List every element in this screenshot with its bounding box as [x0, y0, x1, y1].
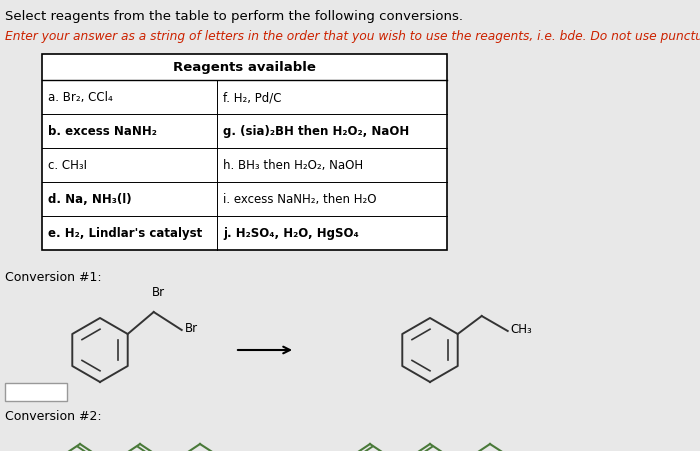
Text: g. (sia)₂BH then H₂O₂, NaOH: g. (sia)₂BH then H₂O₂, NaOH	[223, 125, 410, 138]
Text: c. CH₃I: c. CH₃I	[48, 159, 87, 172]
Text: b. excess NaNH₂: b. excess NaNH₂	[48, 125, 157, 138]
Text: Conversion #1:: Conversion #1:	[5, 271, 102, 283]
Text: i. excess NaNH₂, then H₂O: i. excess NaNH₂, then H₂O	[223, 193, 377, 206]
Text: a. Br₂, CCl₄: a. Br₂, CCl₄	[48, 91, 113, 104]
Bar	[5, 383, 67, 401]
Text: Select reagents from the table to perform the following conversions.: Select reagents from the table to perfor…	[5, 10, 463, 23]
Text: Reagents available: Reagents available	[173, 61, 316, 74]
Text: CH₃: CH₃	[511, 323, 533, 336]
Text: Br: Br	[152, 285, 164, 299]
Text: Conversion #2:: Conversion #2:	[5, 409, 102, 422]
Text: j. H₂SO₄, H₂O, HgSO₄: j. H₂SO₄, H₂O, HgSO₄	[223, 227, 358, 240]
Text: e. H₂, Lindlar's catalyst: e. H₂, Lindlar's catalyst	[48, 227, 202, 240]
Text: f. H₂, Pd/C: f. H₂, Pd/C	[223, 91, 281, 104]
Text: Br: Br	[185, 322, 198, 335]
Text: d. Na, NH₃(l): d. Na, NH₃(l)	[48, 193, 132, 206]
Text: h. BH₃ then H₂O₂, NaOH: h. BH₃ then H₂O₂, NaOH	[223, 159, 363, 172]
Text: Enter your answer as a string of letters in the order that you wish to use the r: Enter your answer as a string of letters…	[5, 30, 700, 43]
Bar	[42, 55, 447, 250]
